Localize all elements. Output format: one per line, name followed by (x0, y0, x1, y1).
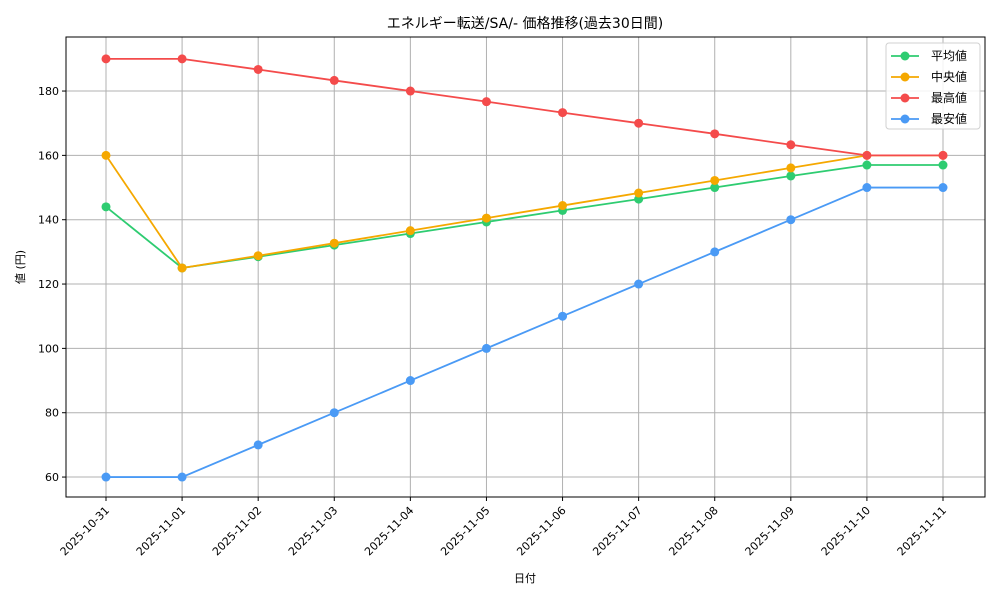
data-point (558, 108, 568, 118)
data-point (253, 440, 263, 450)
data-point (329, 238, 339, 248)
data-point (405, 86, 415, 96)
x-tick-label: 2025-11-05 (438, 504, 492, 558)
data-point (101, 54, 111, 64)
y-tick-label: 160 (38, 149, 59, 162)
series-line (101, 54, 948, 160)
data-point (558, 201, 568, 211)
x-tick-label: 2025-10-31 (58, 504, 112, 558)
data-point (786, 163, 796, 173)
data-point (101, 472, 111, 482)
x-tick-label: 2025-11-08 (666, 504, 720, 558)
data-point (177, 472, 187, 482)
y-axis-ticks: 60 80 100 120 140 160 180 (38, 85, 66, 484)
legend-item: 平均値 (891, 48, 967, 63)
legend-item: 最高値 (891, 90, 967, 105)
data-point (177, 54, 187, 64)
data-point (177, 263, 187, 273)
data-point (253, 64, 263, 74)
data-point (405, 226, 415, 236)
legend-item: 中央値 (891, 69, 967, 84)
data-point (710, 183, 720, 193)
data-point (710, 247, 720, 257)
chart-title: エネルギー転送/SA/- 価格推移(過去30日間) (387, 16, 663, 32)
data-point (634, 188, 644, 198)
data-point (786, 171, 796, 181)
legend-label: 最安値 (931, 111, 967, 126)
x-tick-label: 2025-11-01 (134, 504, 188, 558)
data-point (481, 213, 491, 223)
x-tick-label: 2025-11-09 (743, 504, 797, 558)
x-tick-label: 2025-11-03 (286, 504, 340, 558)
legend-label: 最高値 (931, 90, 967, 105)
x-tick-label: 2025-11-07 (590, 504, 644, 558)
data-point (938, 150, 948, 160)
x-tick-label: 2025-11-06 (514, 504, 568, 558)
data-point (329, 75, 339, 85)
y-tick-label: 60 (45, 471, 59, 484)
data-series (101, 54, 948, 482)
data-point (710, 129, 720, 139)
data-point (405, 376, 415, 386)
data-point (786, 215, 796, 225)
y-tick-label: 80 (45, 407, 59, 420)
data-point (558, 311, 568, 321)
data-point (938, 160, 948, 170)
data-point (938, 183, 948, 193)
data-point (329, 408, 339, 418)
data-point (862, 150, 872, 160)
data-point (481, 97, 491, 107)
legend-item: 最安値 (891, 111, 967, 126)
plot-frame (65, 36, 986, 498)
data-point (634, 279, 644, 289)
y-tick-label: 180 (38, 85, 59, 98)
data-point (101, 150, 111, 160)
data-point (101, 202, 111, 212)
x-tick-label: 2025-11-04 (362, 504, 416, 558)
data-point (710, 175, 720, 185)
y-tick-label: 100 (38, 342, 59, 355)
series-line (101, 160, 948, 273)
x-axis-label: 日付 (514, 572, 536, 585)
x-tick-label: 2025-11-02 (210, 504, 264, 558)
x-tick-label: 2025-11-11 (895, 504, 949, 558)
data-point (786, 140, 796, 150)
data-point (481, 343, 491, 353)
y-tick-label: 120 (38, 278, 59, 291)
x-axis-ticks: 2025-10-31 2025-11-01 2025-11-02 2025-11-03… (58, 497, 949, 558)
legend-label: 中央値 (931, 69, 967, 84)
x-tick-label: 2025-11-10 (819, 504, 873, 558)
grid-lines (66, 37, 985, 497)
legend-label: 平均値 (931, 48, 967, 63)
series-line (101, 150, 948, 273)
y-tick-label: 140 (38, 214, 59, 227)
data-point (862, 160, 872, 170)
series-line (101, 183, 948, 482)
data-point (634, 118, 644, 128)
data-point (862, 183, 872, 193)
data-point (253, 251, 263, 261)
y-axis-label: 値 (円) (14, 250, 27, 284)
